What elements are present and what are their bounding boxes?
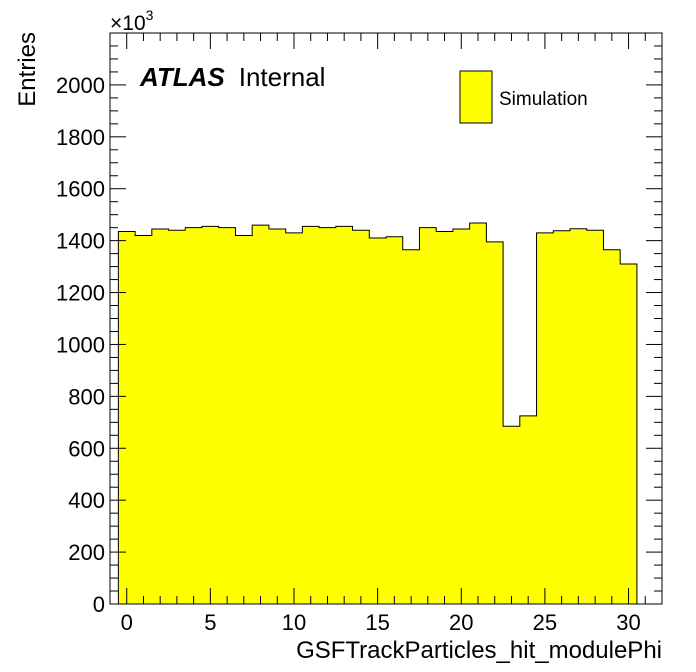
histogram-bin <box>218 227 236 604</box>
histogram-bin <box>352 230 370 604</box>
histogram-bin <box>285 232 303 604</box>
y-tick-label: 0 <box>93 592 105 617</box>
histogram-bin <box>135 235 153 605</box>
x-axis-title: GSFTrackParticles_hit_modulePhi <box>296 637 662 664</box>
histogram-bin <box>202 226 220 604</box>
histogram-bin <box>452 228 471 604</box>
histogram-bin <box>335 226 354 604</box>
y-axis-title: Entries <box>14 32 41 107</box>
histogram-bin <box>436 231 454 604</box>
y-axis-ticks: 0 200 400 600 800 1000 1200 1400 1600 1800 2000 <box>56 32 662 617</box>
histogram-bin <box>570 228 588 604</box>
x-tick-label: 25 <box>533 610 557 635</box>
legend-label-simulation: Simulation <box>499 89 588 110</box>
y-tick-label: 1000 <box>56 332 105 357</box>
legend-swatch-simulation <box>459 70 493 124</box>
x-tick-label: 30 <box>616 610 640 635</box>
histogram-bin <box>402 249 420 604</box>
histogram-bin <box>553 230 571 605</box>
histogram-bin <box>235 235 253 605</box>
y-tick-label: 800 <box>68 384 105 409</box>
histogram-bin <box>503 426 521 604</box>
x-axis-ticks: 0 5 10 15 20 25 30 <box>109 33 663 635</box>
histogram-bars <box>117 222 654 605</box>
x-tick-label: 20 <box>449 610 473 635</box>
histogram-bin <box>419 227 437 604</box>
y-tick-label: 1600 <box>56 177 105 202</box>
histogram-bin <box>386 236 404 605</box>
y-tick-label: 600 <box>68 436 105 461</box>
y-axis-multiplier-base: ×10 <box>110 12 146 35</box>
y-tick-label: 200 <box>68 540 105 565</box>
atlas-label-internal: Internal <box>239 62 326 92</box>
histogram-bin <box>586 230 604 604</box>
histogram-bin <box>168 230 186 604</box>
y-tick-label: 2000 <box>56 73 105 98</box>
histogram-bin <box>185 227 203 604</box>
atlas-label-bold: ATLAS <box>139 62 225 92</box>
histogram-bin <box>118 231 136 604</box>
histogram-bin <box>603 249 621 604</box>
histogram-bin <box>519 415 538 604</box>
y-tick-label: 1200 <box>56 281 105 306</box>
y-tick-label: 1800 <box>56 125 105 150</box>
histogram-bin <box>369 238 387 605</box>
histogram-bin <box>268 228 287 604</box>
histogram-bin <box>319 227 337 604</box>
histogram-bin <box>252 225 270 604</box>
histogram-bin <box>620 263 638 604</box>
y-axis-multiplier-exponent: 3 <box>146 7 154 23</box>
atlas-label: ATLAS Internal <box>139 62 325 92</box>
y-tick-label: 400 <box>68 488 105 513</box>
x-tick-label: 0 <box>121 610 133 635</box>
y-tick-label: 1400 <box>56 229 105 254</box>
histogram-bin <box>469 222 487 604</box>
legend: Simulation <box>459 70 588 124</box>
x-tick-label: 5 <box>204 610 216 635</box>
histogram-bin <box>302 226 320 604</box>
histogram-outline <box>117 222 654 605</box>
x-tick-label: 15 <box>365 610 389 635</box>
x-tick-label: 10 <box>282 610 306 635</box>
histogram-bin <box>486 241 504 605</box>
histogram-bin <box>151 228 170 604</box>
y-axis-multiplier: ×103 <box>110 7 154 35</box>
histogram-bin <box>536 232 554 604</box>
